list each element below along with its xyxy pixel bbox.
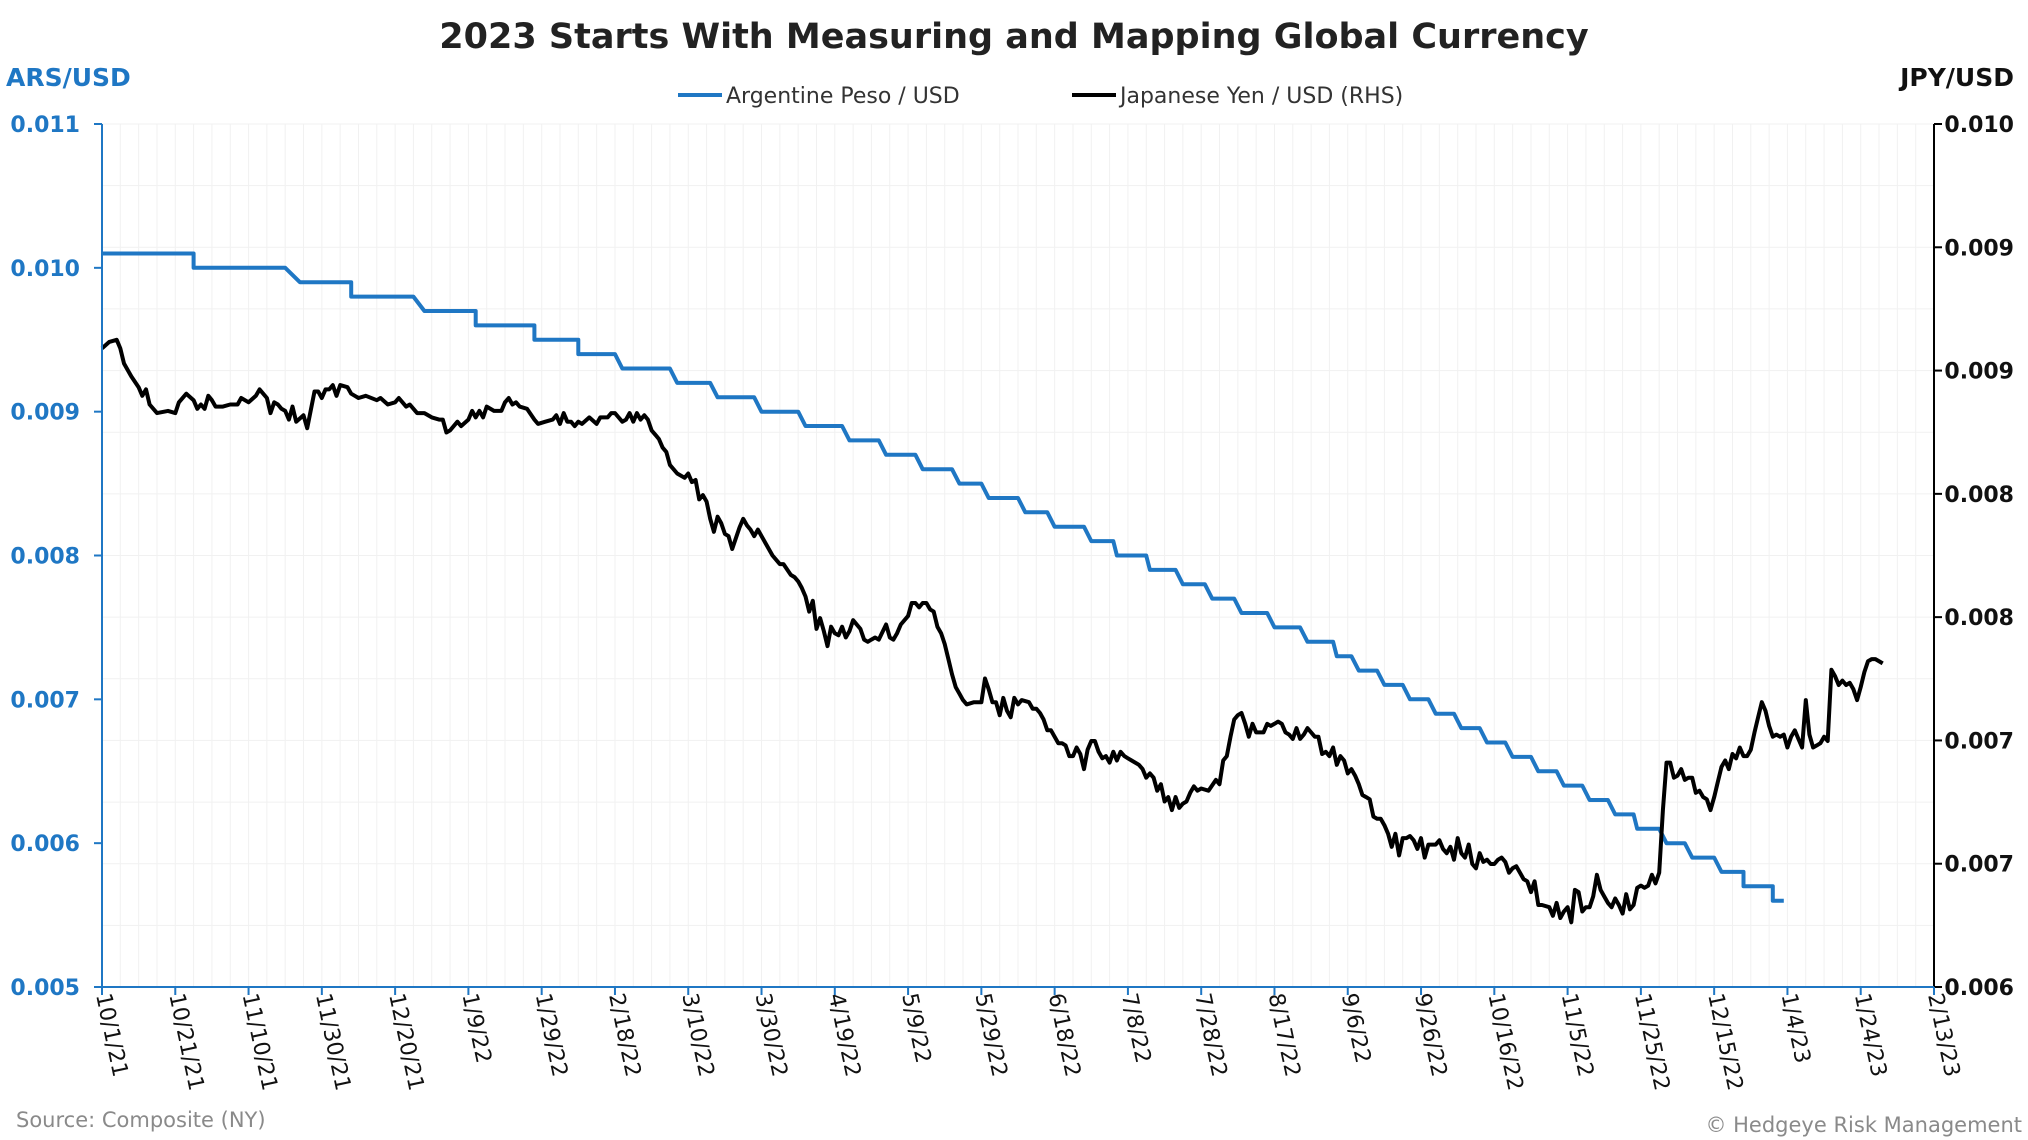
x-tick-label: 1/4/23 [1776, 991, 1815, 1065]
x-tick-label: 12/20/21 [383, 991, 428, 1093]
x-tick-label: 11/5/22 [1556, 991, 1598, 1079]
y-right-tick-labels: 0.010 0.009 0.009 0.008 0.008 0.007 0.007 0.006 [1934, 113, 2014, 1001]
legend: Argentine Peso / USD Japanese Yen / USD … [678, 84, 1403, 109]
x-tick-labels: 10/1/21 10/21/21 11/10/21 11/30/21 12/20/21 1… [90, 987, 1964, 1093]
y-right-tick-label: 0.009 [1944, 360, 2014, 385]
x-tick-label: 7/8/22 [1116, 991, 1155, 1065]
y-right-axis-label: JPY/USD [1898, 63, 2014, 92]
y-left-tick-label: 0.009 [10, 401, 80, 426]
legend-label-argentine-peso: Argentine Peso / USD [726, 84, 960, 109]
y-right-tick-label: 0.008 [1944, 483, 2014, 508]
x-tick-label: 5/9/22 [896, 991, 935, 1065]
x-tick-label: 9/26/22 [1409, 991, 1451, 1079]
y-left-tick-label: 0.005 [10, 976, 80, 1001]
gridlines [101, 123, 1935, 988]
y-left-tick-label: 0.008 [10, 545, 80, 570]
x-tick-label: 9/6/22 [1336, 991, 1375, 1065]
x-tick-label: 2/18/22 [603, 991, 645, 1079]
y-right-tick-label: 0.010 [1944, 113, 2014, 138]
x-tick-label: 1/24/23 [1849, 991, 1891, 1079]
chart-title: 2023 Starts With Measuring and Mapping G… [439, 17, 1589, 57]
x-tick-label: 1/9/22 [457, 991, 496, 1065]
x-tick-label: 2/13/23 [1922, 991, 1964, 1079]
x-tick-label: 12/15/22 [1702, 991, 1747, 1093]
y-left-tick-label: 0.006 [10, 832, 80, 857]
x-tick-label: 3/10/22 [676, 991, 718, 1079]
y-right-tick-label: 0.007 [1944, 729, 2014, 754]
x-tick-label: 10/21/21 [163, 991, 208, 1093]
x-tick-label: 1/29/22 [530, 991, 572, 1079]
copyright-note: © Hedgeye Risk Management [1705, 1113, 2022, 1137]
series-line-japanese-yen [100, 337, 1884, 925]
series-line-argentine-peso [102, 251, 1784, 903]
x-tick-label: 10/16/22 [1482, 991, 1527, 1093]
x-tick-label: 11/30/21 [310, 991, 355, 1093]
y-right-tick-label: 0.009 [1944, 236, 2014, 261]
x-tick-label: 4/19/22 [823, 991, 865, 1079]
y-left-tick-label: 0.007 [10, 688, 80, 713]
y-left-tick-labels: 0.011 0.010 0.009 0.008 0.007 0.006 0.005 [10, 113, 102, 1001]
x-tick-label: 5/29/22 [969, 991, 1011, 1079]
x-tick-label: 8/17/22 [1263, 991, 1305, 1079]
y-right-tick-label: 0.007 [1944, 853, 2014, 878]
x-tick-label: 7/28/22 [1189, 991, 1231, 1079]
y-right-tick-label: 0.006 [1944, 976, 2014, 1001]
legend-label-japanese-yen: Japanese Yen / USD (RHS) [1118, 84, 1403, 109]
y-left-tick-label: 0.011 [10, 113, 80, 138]
y-left-tick-label: 0.010 [10, 257, 80, 282]
x-tick-label: 11/10/21 [237, 991, 282, 1093]
source-note: Source: Composite (NY) [16, 1108, 266, 1132]
x-tick-label: 6/18/22 [1043, 991, 1085, 1079]
x-tick-label: 3/30/22 [750, 991, 792, 1079]
x-tick-label: 10/1/21 [90, 991, 132, 1079]
y-right-tick-label: 0.008 [1944, 606, 2014, 631]
x-tick-label: 11/25/22 [1629, 991, 1674, 1093]
y-left-axis-label: ARS/USD [6, 63, 131, 92]
